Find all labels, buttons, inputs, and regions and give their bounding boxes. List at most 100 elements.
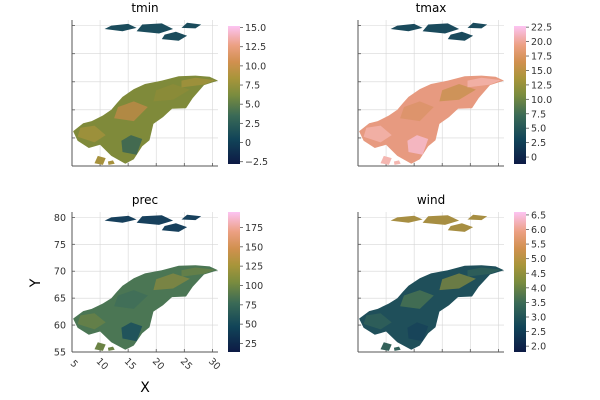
y-tick-label: 60 (54, 321, 66, 332)
colorbar-tick-label: 20.0 (531, 37, 552, 48)
svalbard-island (447, 223, 474, 232)
region-patch (439, 84, 476, 102)
colorbar-tick-label: 4.0 (531, 283, 546, 294)
region-patch (121, 135, 143, 155)
x-tick-label: 20 (150, 356, 166, 372)
south-island (393, 346, 401, 351)
region-patch (400, 290, 434, 309)
region-patch (363, 313, 392, 330)
svalbard-island (422, 215, 460, 225)
south-island (94, 155, 106, 165)
region-patch (114, 290, 148, 309)
region-patch (400, 101, 434, 122)
south-island (393, 160, 401, 165)
region-patch (153, 84, 190, 102)
mainland-fill (73, 75, 218, 164)
svalbard-island (181, 22, 202, 29)
colorbar (514, 212, 526, 352)
colorbar-tick-label: 2.5 (531, 138, 546, 149)
panel-prec: prec 5 10 15 20 25 30 55 60 65 70 75 80 25 50 75 100 125 1… (54, 193, 263, 372)
y-axis-label: Y (28, 278, 44, 288)
region-patch (77, 313, 106, 330)
region-patch (407, 322, 429, 342)
x-tick-label: 25 (178, 356, 194, 372)
region-patch (181, 267, 216, 277)
region-patch (407, 135, 429, 155)
colorbar-tick-label: 2.5 (245, 119, 260, 130)
region-patch (181, 77, 216, 88)
x-axis-label: X (140, 380, 150, 396)
south-island (380, 342, 392, 351)
colorbar-tick-label: 12.5 (245, 42, 266, 53)
region-patch (467, 77, 502, 88)
colorbar-tick-label: 150 (245, 242, 263, 253)
colorbar-tick-label: 12.5 (531, 80, 552, 91)
svalbard-island (136, 215, 174, 225)
colorbar-tick-label: 5.0 (531, 254, 546, 265)
x-tick-label: 5 (68, 358, 80, 370)
region-patch (439, 273, 476, 291)
region-patch (153, 273, 190, 291)
y-tick-label: 55 (54, 348, 66, 359)
colorbar-tick-label: 3.0 (531, 313, 546, 324)
panel-title: wind (417, 193, 445, 207)
colorbar-tick-label: 50 (245, 320, 257, 331)
mainland-fill (73, 265, 218, 350)
colorbar-tick-label: −2.5 (245, 157, 268, 168)
panel-title: tmin (131, 1, 158, 15)
colorbar (228, 26, 240, 164)
region-patch (114, 101, 148, 122)
colorbar-tick-label: 175 (245, 223, 263, 234)
svalbard-island (104, 23, 137, 32)
region-patch (363, 125, 392, 143)
colorbar-tick-label: 10.0 (531, 95, 552, 106)
svalbard-island (161, 31, 188, 41)
x-tick-label: 10 (94, 356, 110, 372)
region-patch (77, 125, 106, 143)
mainland-fill (359, 265, 504, 350)
panel-title: prec (132, 193, 158, 207)
colorbar-tick-label: 6.5 (531, 210, 546, 221)
colorbar-tick-label: 15.0 (531, 66, 552, 77)
svalbard-island (104, 215, 137, 223)
colorbar-tick-label: 7.5 (531, 109, 546, 120)
colorbar-tick-label: 25 (245, 339, 257, 350)
svalbard-island (136, 23, 174, 34)
south-island (107, 160, 115, 165)
svalbard-island (161, 223, 188, 232)
colorbar (514, 26, 526, 164)
colorbar-tick-label: 22.5 (531, 23, 552, 34)
colorbar-tick-label: 100 (245, 281, 263, 292)
colorbar-tick-label: 2.5 (531, 327, 546, 338)
svalbard-island (467, 22, 488, 29)
colorbar-tick-label: 2.0 (531, 342, 546, 353)
colorbar (228, 212, 240, 352)
colorbar-tick-label: 3.5 (531, 298, 546, 309)
colorbar-tick-label: 5.0 (531, 124, 546, 135)
y-tick-label: 65 (54, 294, 66, 305)
y-tick-label: 70 (54, 267, 66, 278)
colorbar-tick-label: 125 (245, 262, 263, 273)
south-island (94, 342, 106, 351)
region-patch (467, 267, 502, 277)
svalbard-island (390, 215, 423, 223)
colorbar-tick-label: 0 (245, 138, 251, 149)
panel-wind: wind 2.0 2.5 3.0 3.5 4.0 4.5 5.0 5.5 6.0 6.5 (357, 193, 546, 353)
colorbar-tick-label: 75 (245, 300, 257, 311)
svalbard-island (447, 31, 474, 41)
colorbar-tick-label: 5.0 (245, 100, 260, 111)
svalbard-island (390, 23, 423, 32)
panel-title: tmax (416, 1, 447, 15)
colorbar-tick-label: 4.5 (531, 269, 546, 280)
colorbar-tick-label: 10.0 (245, 61, 266, 72)
panel-tmax: tmax 0 2.5 5.0 7.5 10.0 12.5 15.0 17.5 20.0 22.5 (357, 1, 552, 167)
x-tick-label: 30 (206, 356, 222, 372)
colorbar-tick-label: 6.0 (531, 225, 546, 236)
colorbar-tick-label: 5.5 (531, 240, 546, 251)
colorbar-tick-label: 0 (531, 153, 537, 164)
south-island (107, 346, 115, 351)
colorbar-tick-label: 17.5 (531, 52, 552, 63)
colorbar-tick-label: 15.0 (245, 23, 266, 34)
colorbar-tick-label: 7.5 (245, 81, 260, 92)
